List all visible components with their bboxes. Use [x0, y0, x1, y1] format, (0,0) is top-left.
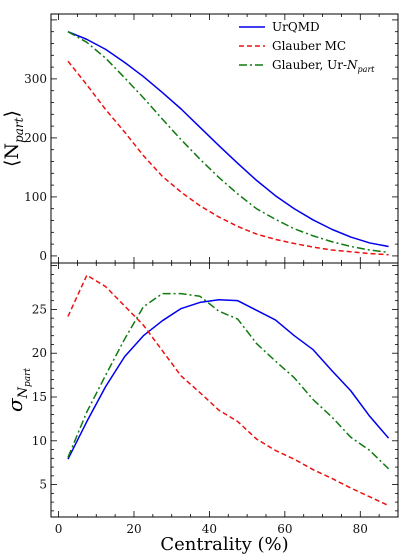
axis-labels-layer: ⟨Npart⟩ σNpart Centrality (%) — [1, 110, 289, 555]
x-tick-label: 0 — [55, 522, 63, 536]
y-tick-label: 0 — [39, 249, 47, 263]
y-tick-label: 25 — [32, 302, 47, 316]
x-tick-label: 40 — [202, 522, 217, 536]
axes-frame-panel-2 — [50, 262, 399, 518]
series-line-dashdot-panel-1 — [67, 31, 389, 254]
x-tick-label: 60 — [277, 522, 292, 536]
legend-label: UrQMD — [272, 20, 320, 34]
axes-frames-layer — [50, 13, 399, 518]
x-tick-label: 20 — [126, 522, 141, 536]
series-line-dashed-panel-1 — [67, 60, 389, 256]
series-line-solid-panel-1 — [67, 31, 389, 248]
ticks-layer: 0 100 200 300 0 20 40 60 80 5 10 15 20 25 — [24, 14, 398, 536]
panel-2-series — [67, 274, 390, 507]
y-axis-label-sigma: σNpart — [3, 368, 33, 412]
series-line-dashed-panel-2 — [67, 274, 389, 507]
y-tick-label: 15 — [32, 390, 47, 404]
y-tick-label: 5 — [39, 478, 47, 492]
legend: UrQMD Glauber MC Glauber, Ur-Npart — [239, 20, 375, 74]
y-tick-label: 100 — [24, 190, 47, 204]
x-tick-label: 80 — [353, 522, 368, 536]
y-tick-label: 300 — [24, 72, 47, 86]
legend-label: Glauber, Ur-Npart — [272, 58, 375, 74]
series-line-solid-panel-2 — [67, 299, 390, 460]
y-tick-label: 20 — [32, 346, 47, 360]
y-axis-label-npart: ⟨Npart⟩ — [1, 110, 26, 167]
y-tick-label: 200 — [24, 131, 47, 145]
series-line-dashdot-panel-2 — [67, 292, 390, 470]
panel-1-series — [67, 31, 389, 256]
y-tick-label: 10 — [32, 434, 47, 448]
legend-label: Glauber MC — [272, 39, 346, 53]
data-lines-layer — [67, 31, 390, 507]
x-axis-label: Centrality (%) — [160, 534, 288, 555]
